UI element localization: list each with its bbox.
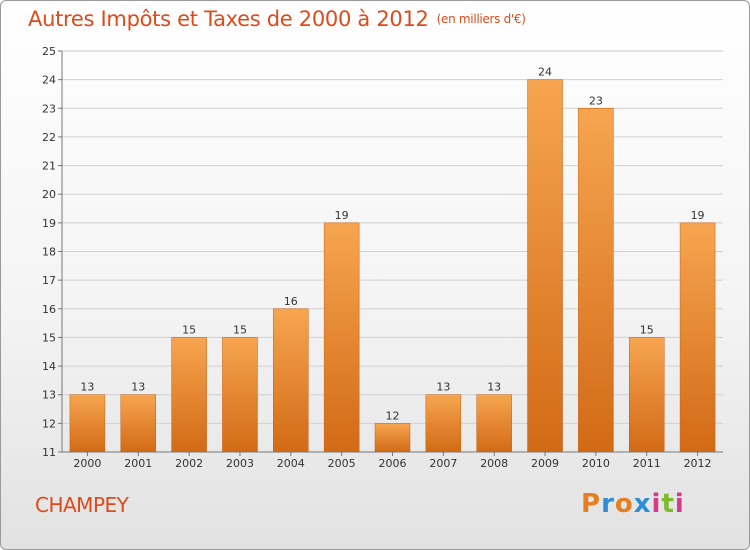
bar-2005 bbox=[323, 222, 360, 453]
chart-title: Autres Impôts et Taxes de 2000 à 2012 (en… bbox=[28, 7, 526, 31]
bar-value-label: 15 bbox=[182, 323, 196, 336]
bar-value-label: 13 bbox=[131, 381, 145, 394]
bar-value-label: 19 bbox=[691, 209, 705, 222]
y-tick-label: 22 bbox=[42, 131, 56, 144]
y-tick-label: 20 bbox=[42, 188, 56, 201]
bar-2007 bbox=[425, 394, 462, 453]
x-tick-label: 2010 bbox=[582, 457, 610, 470]
x-tick-label: 2007 bbox=[429, 457, 457, 470]
bar-2000 bbox=[69, 394, 106, 453]
logo-letter: i bbox=[651, 489, 662, 519]
y-tick-label: 16 bbox=[42, 303, 56, 316]
bar-2006 bbox=[374, 423, 411, 453]
proxiti-logo: Proxiti bbox=[581, 489, 685, 519]
logo-letter: o bbox=[614, 489, 634, 519]
bar-value-label: 19 bbox=[335, 209, 349, 222]
logo-letter: i bbox=[674, 489, 685, 519]
bar-2002 bbox=[171, 337, 207, 453]
bar-value-label: 13 bbox=[80, 381, 94, 394]
logo-letter: r bbox=[601, 489, 615, 519]
x-tick-label: 2006 bbox=[379, 457, 407, 470]
bars: 13 13 15 15 16 19 12 13 13 24 23 15 19 bbox=[69, 66, 716, 453]
x-tick-label: 2003 bbox=[226, 457, 254, 470]
y-tick-label: 23 bbox=[42, 102, 56, 115]
chart-title-text: Autres Impôts et Taxes de 2000 à 2012 bbox=[28, 7, 429, 31]
x-tick-label: 2011 bbox=[633, 457, 661, 470]
bar-2001 bbox=[120, 394, 157, 453]
y-tick-label: 19 bbox=[42, 217, 56, 230]
bar-value-label: 13 bbox=[436, 381, 450, 394]
y-tick-label: 25 bbox=[42, 45, 56, 58]
x-tick-label: 2000 bbox=[73, 457, 101, 470]
y-tick-label: 14 bbox=[42, 360, 56, 373]
grid-lines bbox=[62, 50, 723, 424]
chart-unit: (en milliers d'€) bbox=[436, 12, 526, 26]
bar-value-label: 15 bbox=[233, 323, 247, 336]
logo-letter: t bbox=[661, 489, 675, 519]
bar-value-label: 23 bbox=[589, 94, 603, 107]
x-tick-label: 2012 bbox=[684, 457, 712, 470]
bar-value-label: 12 bbox=[386, 409, 400, 422]
y-tick-label: 18 bbox=[42, 246, 56, 259]
bar-2003 bbox=[222, 337, 258, 453]
bar-2010 bbox=[578, 108, 614, 453]
bar-2009 bbox=[527, 79, 563, 453]
x-tick-label: 2004 bbox=[277, 457, 305, 470]
commune-name: CHAMPEY bbox=[35, 493, 129, 517]
bar-2011 bbox=[628, 337, 665, 453]
x-tick-label: 2001 bbox=[124, 457, 152, 470]
bar-value-label: 24 bbox=[538, 66, 552, 79]
x-tick-label: 2008 bbox=[480, 457, 508, 470]
y-tick-label: 13 bbox=[42, 389, 56, 402]
axes: 11 12 13 14 15 16 17 18 19 20 21 22 23 24 25 2000 2001 20… bbox=[42, 45, 723, 470]
bar-2008 bbox=[476, 394, 512, 453]
y-tick-label: 24 bbox=[42, 74, 56, 87]
bar-value-label: 15 bbox=[640, 323, 654, 336]
y-tick-label: 12 bbox=[42, 417, 56, 430]
x-tick-label: 2002 bbox=[175, 457, 203, 470]
bar-value-label: 16 bbox=[284, 295, 298, 308]
y-tick-label: 17 bbox=[42, 274, 56, 287]
x-tick-label: 2009 bbox=[531, 457, 559, 470]
y-tick-label: 15 bbox=[42, 331, 56, 344]
bar-value-label: 13 bbox=[487, 381, 501, 394]
logo-letter: x bbox=[633, 489, 652, 519]
logo-letter: P bbox=[581, 489, 602, 519]
y-tick-label: 11 bbox=[42, 446, 56, 459]
y-tick-label: 21 bbox=[42, 160, 56, 173]
bar-2012 bbox=[679, 222, 716, 453]
x-tick-label: 2005 bbox=[328, 457, 356, 470]
bar-2004 bbox=[273, 308, 309, 453]
